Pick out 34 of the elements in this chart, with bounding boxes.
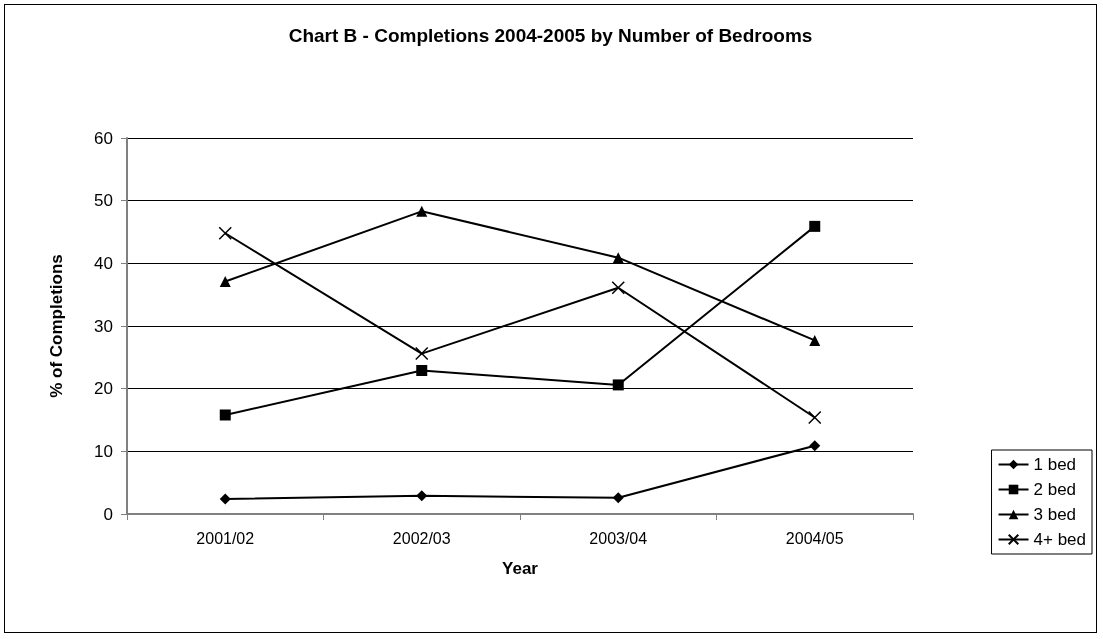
x-axis-title: Year xyxy=(502,559,539,578)
y-tick-label: 10 xyxy=(94,441,113,461)
point xyxy=(219,276,231,288)
y-tick-label: 30 xyxy=(94,316,113,336)
point xyxy=(612,492,624,504)
point xyxy=(809,220,821,232)
point xyxy=(808,410,822,425)
legend-label: 4+ bed xyxy=(1033,530,1087,549)
point xyxy=(809,440,821,452)
y-axis-title: % of Completions xyxy=(47,254,66,398)
point xyxy=(416,364,428,376)
point xyxy=(218,226,232,240)
x-tick-label: 2004/05 xyxy=(785,529,844,547)
y-tick-label: 20 xyxy=(94,379,113,399)
point xyxy=(611,281,625,295)
point xyxy=(809,334,821,346)
point xyxy=(612,379,624,391)
y-tick-label: 50 xyxy=(94,191,113,211)
x-tick-label: 2003/04 xyxy=(589,529,648,547)
point xyxy=(416,490,428,502)
legend-label: 2 bed xyxy=(1033,480,1077,499)
legend-label: 1 bed xyxy=(1033,455,1077,474)
point xyxy=(219,409,231,421)
y-tick-label: 40 xyxy=(94,253,113,273)
x-tick-label: 2001/02 xyxy=(196,529,255,547)
legend-label: 3 bed xyxy=(1033,505,1077,524)
point xyxy=(416,205,428,217)
chart-title: Chart B - Completions 2004-2005 by Number of Bedrooms xyxy=(288,25,813,46)
point xyxy=(219,493,231,505)
point xyxy=(612,252,624,264)
point xyxy=(415,346,429,361)
x-tick-label: 2002/03 xyxy=(392,529,451,547)
y-tick-label: 60 xyxy=(94,128,113,148)
y-tick-label: 0 xyxy=(103,504,113,524)
